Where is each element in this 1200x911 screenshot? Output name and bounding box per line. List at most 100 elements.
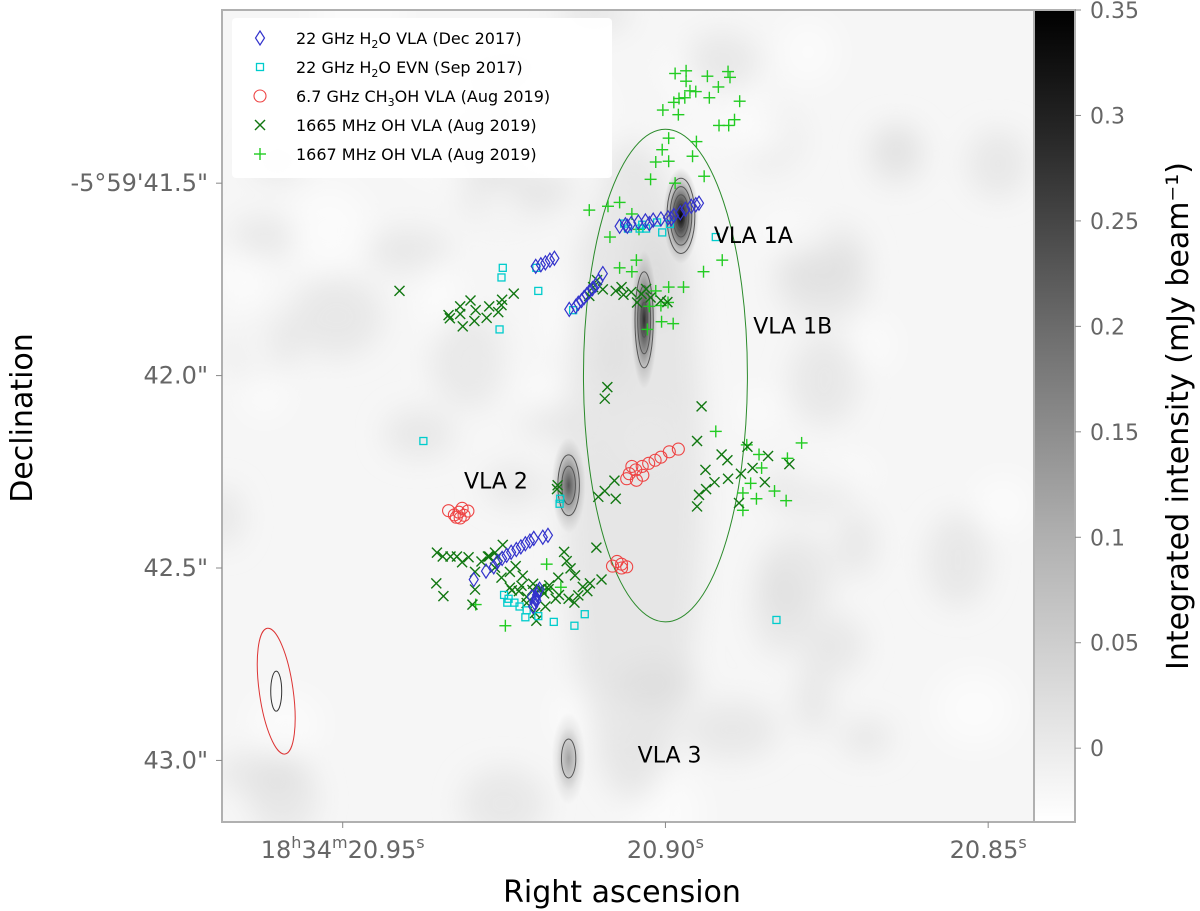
circle-marker xyxy=(629,473,643,487)
noise-blob xyxy=(250,693,322,754)
x-marker xyxy=(700,483,712,495)
plus-marker xyxy=(686,150,699,163)
noise-blob xyxy=(794,666,833,736)
noise-blob xyxy=(461,767,547,822)
square-marker xyxy=(555,499,564,508)
circle-marker xyxy=(605,559,620,573)
plus-marker xyxy=(669,177,682,190)
plus-marker xyxy=(656,104,669,117)
x-marker xyxy=(599,393,611,405)
plus-marker xyxy=(701,70,714,83)
noise-blob xyxy=(684,31,759,91)
x-marker xyxy=(482,550,494,562)
noise-blob xyxy=(383,409,455,459)
plus-marker xyxy=(654,299,667,312)
circle-marker xyxy=(461,504,475,518)
x-marker xyxy=(454,300,466,312)
colorbar-tick-label: 0.35 xyxy=(1090,0,1139,24)
square-marker xyxy=(549,617,558,627)
legend-marker xyxy=(254,29,266,47)
square-marker xyxy=(495,325,504,334)
plus-marker xyxy=(643,300,656,313)
reference-ellipses xyxy=(256,128,748,755)
diamond-marker xyxy=(675,204,686,221)
diamond-marker xyxy=(480,562,492,580)
noise-blob xyxy=(222,486,244,547)
plus-marker xyxy=(709,425,722,438)
diamond-marker xyxy=(614,218,625,235)
x-marker xyxy=(708,476,720,488)
x-marker xyxy=(568,597,580,609)
diamond-marker xyxy=(690,196,701,213)
plus-marker xyxy=(601,200,614,213)
x-marker xyxy=(516,580,527,592)
square-marker xyxy=(497,273,506,282)
source-label: VLA 1A xyxy=(714,224,793,249)
x-marker xyxy=(783,458,795,470)
contour-line xyxy=(634,271,654,369)
maser-markers xyxy=(394,64,808,632)
legend: 22 GHz H2O VLA (Dec 2017) 22 GHz H2O EVN … xyxy=(232,18,612,178)
contour-line xyxy=(666,177,696,254)
x-marker xyxy=(569,569,581,581)
square-marker xyxy=(711,232,720,242)
noise-blob xyxy=(231,217,297,257)
colorbar-tick-label: 0 xyxy=(1090,737,1104,762)
x-marker xyxy=(610,285,622,297)
plus-marker xyxy=(630,254,643,267)
y-tick-label: -5°59'41.5" xyxy=(70,169,208,197)
colorbar-tick-label: 0.1 xyxy=(1090,526,1125,551)
noise-blob xyxy=(737,390,780,427)
x-marker xyxy=(517,570,529,582)
plus-marker xyxy=(713,119,726,132)
x-marker xyxy=(470,304,482,316)
square-marker xyxy=(498,263,507,272)
plus-marker xyxy=(603,231,616,244)
y-tick-label: 42.5" xyxy=(144,554,208,582)
noise-blob xyxy=(761,212,833,257)
plus-marker xyxy=(698,170,711,183)
legend-label: 1665 MHz OH VLA (Aug 2019) xyxy=(296,116,537,135)
colorbar-tick-label: 0.25 xyxy=(1090,210,1139,235)
x-marker xyxy=(543,579,555,591)
x-marker xyxy=(443,309,455,321)
diamond-marker xyxy=(620,216,631,233)
x-marker xyxy=(762,450,774,462)
plus-marker xyxy=(677,281,690,294)
noise-blob xyxy=(967,129,1029,199)
source-emission xyxy=(551,712,586,805)
circle-marker xyxy=(625,459,639,473)
colorbar-tick-label: 0.15 xyxy=(1090,421,1139,446)
circle-marker xyxy=(642,456,656,470)
x-marker xyxy=(741,441,753,453)
x-marker xyxy=(539,600,551,612)
circle-marker xyxy=(455,501,469,515)
x-axis-ticks: 18h34m20.95s 20.90s 20.85s xyxy=(261,822,1027,864)
x-marker xyxy=(510,560,522,572)
plus-marker xyxy=(768,485,781,498)
noise-blob xyxy=(853,320,895,369)
x-marker xyxy=(551,483,563,495)
diamond-marker xyxy=(693,195,705,212)
legend-label: 1667 MHz OH VLA (Aug 2019) xyxy=(296,145,537,164)
plus-marker xyxy=(712,80,725,93)
plus-marker xyxy=(667,317,680,330)
plus-marker xyxy=(690,135,703,148)
noise-blob xyxy=(718,112,796,159)
noise-blob xyxy=(248,762,318,822)
circle-marker xyxy=(662,445,676,459)
x-marker xyxy=(496,294,508,306)
circle-marker xyxy=(457,508,471,522)
x-marker xyxy=(454,308,466,320)
y-tick-label: 43.0" xyxy=(144,746,208,774)
x-marker xyxy=(661,296,673,308)
noise-blob xyxy=(758,532,834,621)
colorbar: 0.35 0.3 0.25 0.2 0.15 0.1 0.05 0 Integrated in… xyxy=(1033,0,1196,823)
plus-marker xyxy=(795,436,808,449)
diamond-marker xyxy=(542,527,554,544)
x-marker xyxy=(558,546,570,558)
x-marker xyxy=(691,435,703,447)
plus-marker xyxy=(625,265,638,278)
circle-marker xyxy=(442,504,456,518)
